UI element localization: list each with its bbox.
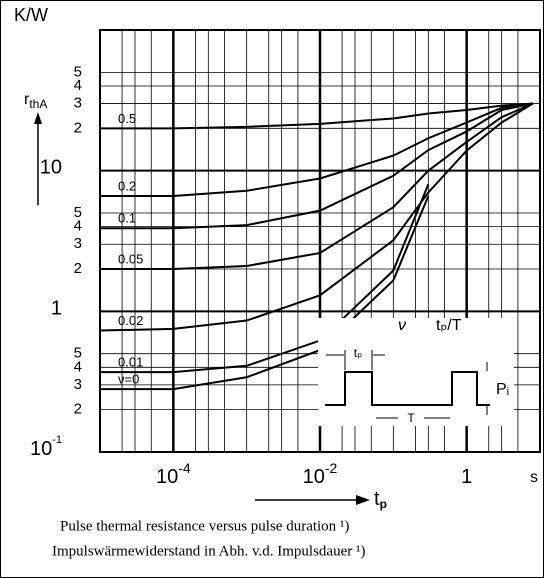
series-label: 0.02 — [118, 313, 143, 328]
x-tick-exponent: -2 — [325, 460, 338, 476]
y-tick-base: 5 — [74, 204, 82, 221]
y-tick-base: 4 — [74, 77, 82, 94]
y-tick-label: 2 — [74, 401, 82, 418]
curve — [100, 195, 430, 391]
y-tick-label: 4 — [74, 218, 82, 235]
y-tick-label: 3 — [74, 376, 82, 393]
y-tick-base: 4 — [74, 218, 82, 235]
y-tick-base: 3 — [74, 376, 82, 393]
x-tick-label: 10-4 — [156, 460, 191, 489]
y-tick-label: 5 — [74, 63, 82, 80]
inset-pulse-width: tₚ — [354, 346, 362, 360]
y-tick-base: 3 — [74, 235, 82, 252]
curve — [100, 183, 430, 374]
curves — [99, 102, 534, 391]
y-tick-exponent: -1 — [52, 434, 62, 446]
y-arrow-head — [34, 112, 42, 124]
curve — [100, 102, 534, 198]
caption-en: Pulse thermal resistance versus pulse du… — [60, 518, 349, 534]
y-tick-label: 3 — [74, 95, 82, 112]
series-label: 0.01 — [118, 355, 143, 370]
y-tick-base: 2 — [74, 401, 82, 418]
inset-ratio: tₚ/T — [436, 317, 462, 334]
y-tick-base: 1 — [51, 298, 62, 320]
x-tick-base: 10 — [303, 466, 325, 488]
y-tick-label: 5 — [74, 345, 82, 362]
inset-power: Pᵢ — [496, 381, 509, 398]
curve — [100, 102, 534, 230]
y-tick-base: 2 — [74, 119, 82, 136]
y-tick-label: 10 — [40, 157, 62, 179]
x-axis-label: tp — [374, 488, 387, 511]
curve — [100, 102, 533, 130]
x-tick-exponent: -4 — [178, 460, 191, 476]
y-tick-label: 1 — [51, 298, 62, 320]
curve — [99, 102, 534, 332]
caption-de: Impulswärmewiderstand in Abh. v.d. Impul… — [52, 543, 365, 559]
y-tick-label: 4 — [74, 358, 82, 375]
series-label: 0.5 — [118, 111, 136, 126]
y-tick-base: 4 — [74, 358, 82, 375]
x-unit: s — [530, 469, 538, 486]
y-tick-label: 4 — [74, 77, 82, 94]
x-label-main: t — [374, 488, 380, 510]
y-tick-label: 2 — [74, 260, 82, 277]
x-tick-label: 1 — [461, 466, 472, 488]
y-tick-base: 10 — [40, 157, 62, 179]
x-label-sub: p — [380, 497, 387, 511]
y-tick-label: 10-1 — [30, 434, 62, 460]
y-tick-label: 2 — [74, 119, 82, 136]
y-tick-label: 3 — [74, 235, 82, 252]
y-tick-base: 5 — [74, 345, 82, 362]
y-tick-base: 3 — [74, 95, 82, 112]
x-tick-label: 10-2 — [303, 460, 338, 489]
y-tick-base: 10 — [30, 438, 52, 460]
series-label: ν=0 — [118, 372, 139, 387]
inset: ν tₚ/T tₚ T Pᵢ — [318, 317, 514, 426]
x-tick-base: 10 — [156, 466, 178, 488]
y-tick-label: 5 — [74, 204, 82, 221]
y-tick-base: 2 — [74, 260, 82, 277]
y-axis-label: rthA — [24, 91, 47, 111]
x-arrow-head — [356, 495, 370, 505]
y-unit: K/W — [14, 5, 48, 25]
y-label-sub: thA — [29, 97, 47, 111]
series-label: 0.05 — [118, 251, 143, 266]
series-label: 0.1 — [118, 211, 136, 226]
x-tick-base: 1 — [461, 466, 472, 488]
inset-period: T — [407, 411, 415, 425]
pulse-train — [325, 371, 490, 406]
plot-frame — [99, 29, 541, 453]
y-label-main: r — [24, 91, 30, 108]
y-tick-base: 5 — [74, 63, 82, 80]
series-label: 0.2 — [118, 178, 136, 193]
inset-nu: ν — [398, 317, 406, 334]
curve — [100, 102, 534, 270]
